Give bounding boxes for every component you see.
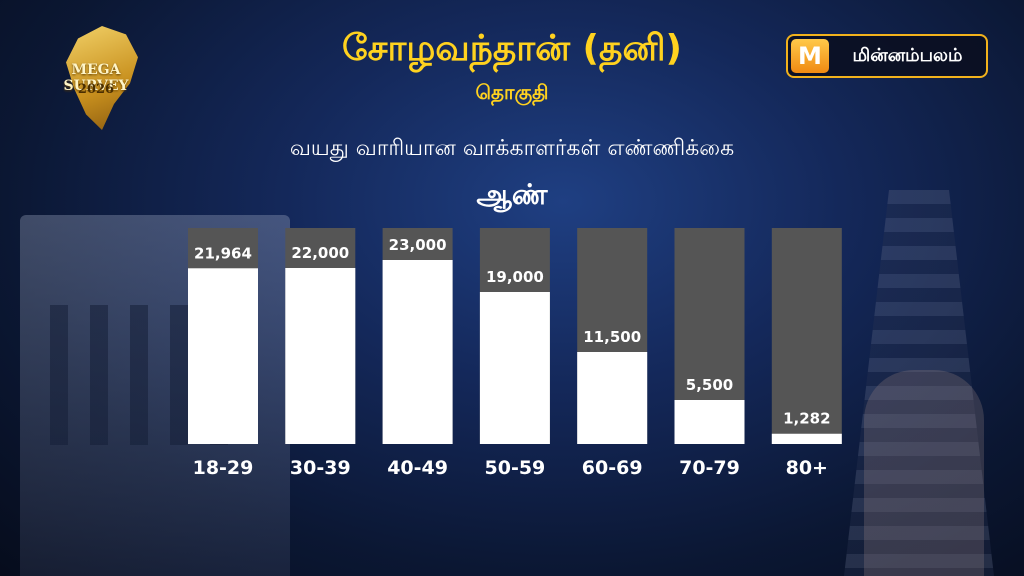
bar <box>285 268 356 444</box>
mega-survey-logo: MEGA SURVEY 2026 <box>44 26 148 132</box>
bar <box>674 400 745 444</box>
page-title: சோழவந்தான் (தனி) <box>342 28 682 69</box>
logo-text: MEGA SURVEY <box>63 62 129 94</box>
data-label: 22,000 <box>291 244 349 262</box>
bar-track <box>771 228 842 444</box>
bar <box>479 292 550 444</box>
brand-m-icon: M <box>791 39 829 73</box>
chart-subtitle: ஆண் <box>476 178 548 211</box>
bar <box>577 352 648 444</box>
data-label: 21,964 <box>194 244 252 262</box>
page-subtitle: தொகுதி <box>475 80 549 104</box>
brand-name: மின்னம்பலம் <box>852 44 963 66</box>
background-hand <box>864 370 984 576</box>
category-label: 30-39 <box>290 457 351 479</box>
chart-title: வயது வாரியான வாக்காளர்கள் எண்ணிக்கை <box>289 136 735 161</box>
logo-year: 2026 <box>77 82 115 97</box>
bar <box>382 260 453 444</box>
data-label: 11,500 <box>583 328 641 346</box>
category-label: 40-49 <box>387 457 448 479</box>
category-label: 50-59 <box>485 457 546 479</box>
category-label: 80+ <box>786 457 828 479</box>
bar <box>188 268 258 444</box>
data-label: 19,000 <box>486 268 544 286</box>
data-label: 23,000 <box>389 236 447 254</box>
data-label: 1,282 <box>783 410 830 428</box>
bar <box>771 433 842 444</box>
category-label: 70-79 <box>679 457 740 479</box>
category-label: 18-29 <box>193 457 254 479</box>
category-label: 60-69 <box>582 457 643 479</box>
data-label: 5,500 <box>686 376 733 394</box>
minnambalam-logo: M மின்னம்பலம் <box>786 34 988 78</box>
